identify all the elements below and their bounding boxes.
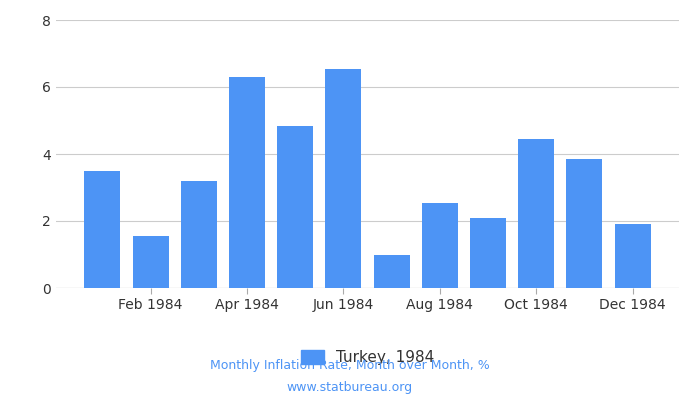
Bar — [277, 126, 314, 288]
Bar — [181, 181, 217, 288]
Bar — [518, 139, 554, 288]
Bar — [326, 68, 361, 288]
Bar — [132, 236, 169, 288]
Bar — [229, 77, 265, 288]
Bar — [84, 171, 120, 288]
Legend: Turkey, 1984: Turkey, 1984 — [295, 344, 440, 371]
Text: www.statbureau.org: www.statbureau.org — [287, 382, 413, 394]
Bar — [374, 254, 409, 288]
Text: Monthly Inflation Rate, Month over Month, %: Monthly Inflation Rate, Month over Month… — [210, 360, 490, 372]
Bar — [566, 159, 603, 288]
Bar — [615, 224, 651, 288]
Bar — [421, 202, 458, 288]
Bar — [470, 218, 506, 288]
